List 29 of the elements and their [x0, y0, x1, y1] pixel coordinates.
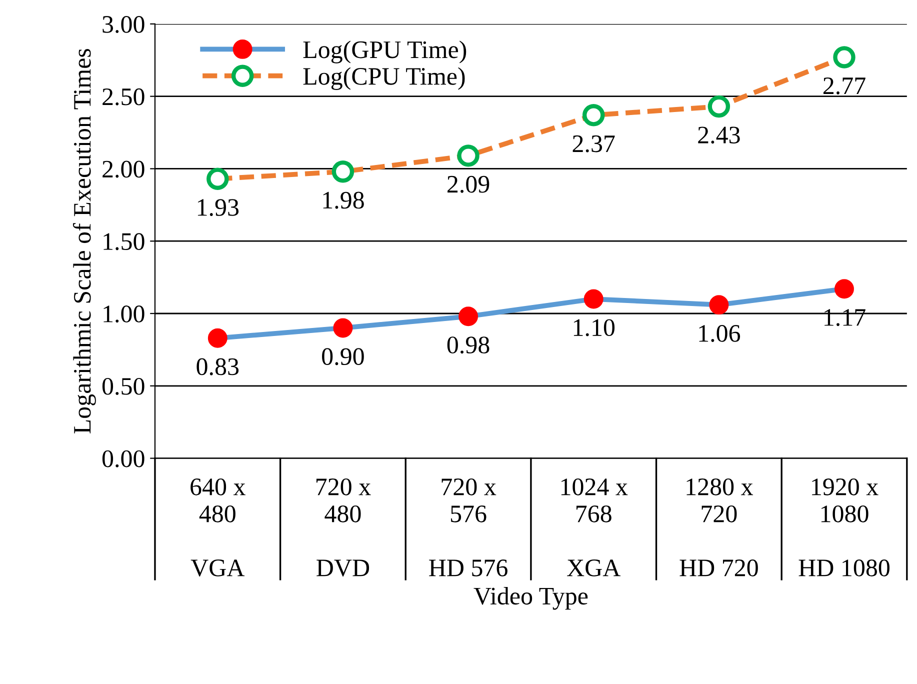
- data-label: 0.98: [447, 336, 490, 354]
- data-label: 1.06: [699, 324, 740, 342]
- data-label: 1.10: [574, 319, 615, 336]
- x-axis-title: Video Type: [474, 586, 588, 610]
- y-tick-label: 0.00: [102, 450, 144, 468]
- category-label: 1024 x 768 XGA: [561, 478, 628, 576]
- data-label: 1.93: [198, 199, 239, 216]
- y-tick-label: 1.50: [104, 233, 144, 250]
- legend-label: Log(GPU Time): [303, 40, 466, 64]
- category-label: 640 x 480 VGA: [190, 478, 246, 576]
- data-label: 2.43: [698, 126, 740, 144]
- data-label: 2.09: [448, 176, 490, 193]
- y-tick-label: 1.00: [104, 306, 144, 323]
- data-label: 2.37: [572, 135, 615, 152]
- category-label: 1280 x 720 HD 720: [680, 478, 758, 576]
- data-label: 0.83: [196, 358, 239, 376]
- y-tick-label: 0.50: [102, 378, 144, 395]
- y-tick-label: 3.00: [102, 16, 144, 33]
- data-label: 0.90: [322, 348, 364, 366]
- category-label: 1920 x 1080 HD 1080: [798, 478, 890, 576]
- legend-label: Log(CPU Time): [303, 67, 465, 90]
- data-label: 1.98: [323, 192, 364, 209]
- y-tick-label: 2.00: [102, 160, 144, 178]
- category-label: 720 x 576 HD 576: [429, 478, 508, 576]
- y-tick-label: 2.50: [102, 88, 144, 106]
- data-label: 1.17: [824, 309, 866, 326]
- y-axis-title: Logarithmic Scale of Execution Times: [72, 48, 96, 434]
- data-label: 2.77: [823, 77, 866, 94]
- category-label: 720 x 480 DVD: [316, 478, 371, 576]
